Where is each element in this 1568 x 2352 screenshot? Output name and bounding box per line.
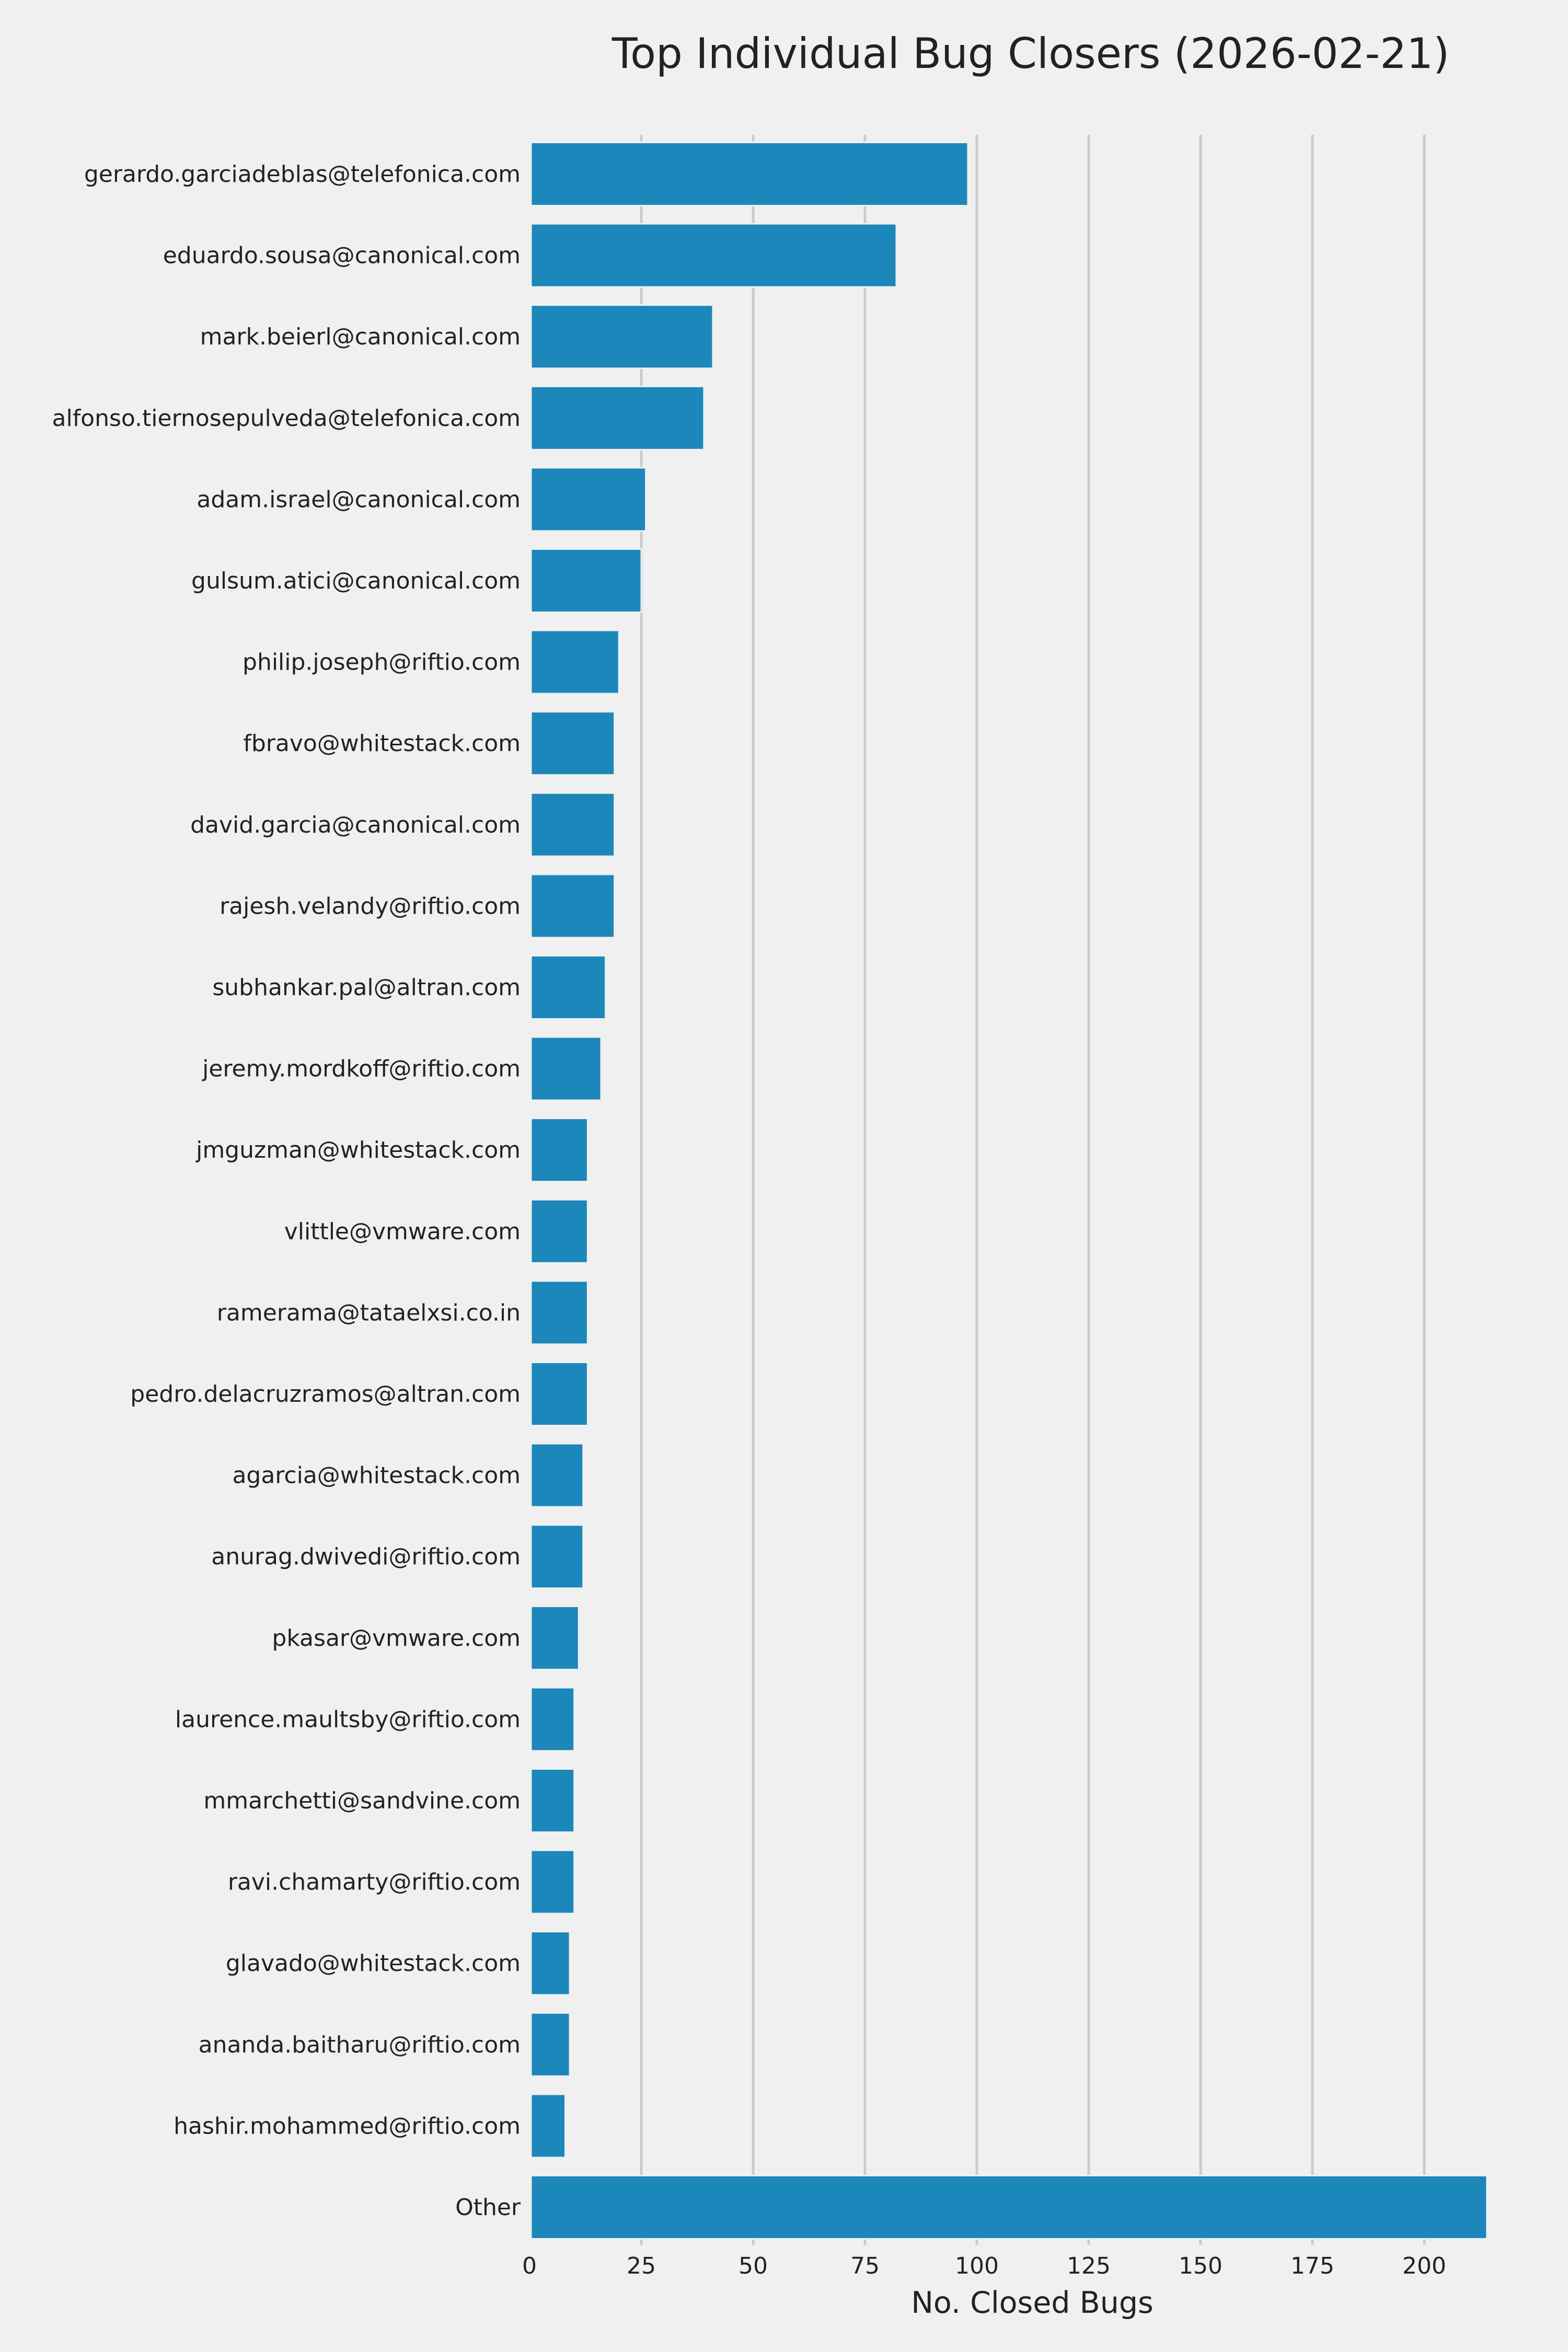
x-tick-label: 50 xyxy=(739,2253,768,2279)
bar xyxy=(530,1117,589,1183)
x-tick-label: 200 xyxy=(1402,2253,1446,2279)
x-tick-label: 175 xyxy=(1290,2253,1334,2279)
x-tick-label: 25 xyxy=(627,2253,656,2279)
bar xyxy=(530,1524,584,1589)
bar xyxy=(530,1931,571,1996)
bar xyxy=(530,1768,575,1833)
x-tick-label: 100 xyxy=(955,2253,999,2279)
y-tick-label: ramerama@tataelxsi.co.in xyxy=(217,1299,521,1326)
y-tick-label: Other xyxy=(455,2194,521,2221)
bar xyxy=(530,792,616,857)
y-tick-label: glavado@whitestack.com xyxy=(226,1950,521,1977)
y-tick-label: ananda.baitharu@riftio.com xyxy=(199,2032,521,2058)
bar xyxy=(530,1280,589,1345)
bar xyxy=(530,711,616,776)
y-tick-label: agarcia@whitestack.com xyxy=(232,1462,521,1489)
x-tick-label: 150 xyxy=(1179,2253,1223,2279)
bar xyxy=(530,1362,589,1426)
y-tick-label: jeremy.mordkoff@riftio.com xyxy=(202,1056,521,1082)
y-tick-label: anurag.dwivedi@riftio.com xyxy=(211,1543,521,1570)
y-tick-label: mark.beierl@canonical.com xyxy=(200,324,521,350)
x-tick-label: 125 xyxy=(1067,2253,1111,2279)
y-tick-label: fbravo@whitestack.com xyxy=(243,730,521,757)
x-axis-label: No. Closed Bugs xyxy=(911,2286,1153,2320)
bar xyxy=(530,2093,566,2159)
bar xyxy=(530,1605,580,1670)
y-tick-label: pkasar@vmware.com xyxy=(272,1625,521,1652)
y-tick-label: david.garcia@canonical.com xyxy=(190,812,521,838)
y-tick-label: laurence.maultsby@riftio.com xyxy=(175,1706,521,1733)
x-tick-label: 75 xyxy=(850,2253,880,2279)
bar xyxy=(530,873,616,939)
bar xyxy=(530,2175,1488,2240)
bar xyxy=(530,1687,575,1752)
y-tick-label: vlittle@vmware.com xyxy=(284,1218,521,1245)
bar xyxy=(530,1849,575,1915)
y-tick-label: ravi.chamarty@riftio.com xyxy=(228,1869,521,1896)
y-tick-label: gerardo.garciadeblas@telefonica.com xyxy=(84,161,521,188)
bar xyxy=(530,1198,589,1264)
y-tick-label: alfonso.tiernosepulveda@telefonica.com xyxy=(52,405,521,432)
x-tick-label: 0 xyxy=(522,2253,537,2279)
bar xyxy=(530,304,714,370)
y-tick-label: philip.joseph@riftio.com xyxy=(243,649,521,676)
x-tick-labels: 0 25 50 75 100 125 150 175 200 xyxy=(522,2253,1446,2279)
y-tick-label: rajesh.velandy@riftio.com xyxy=(220,893,521,919)
y-tick-label: adam.israel@canonical.com xyxy=(197,486,521,513)
bar xyxy=(530,142,969,206)
y-tick-label: hashir.mohammed@riftio.com xyxy=(174,2113,521,2139)
y-tick-labels: gerardo.garciadeblas@telefonica.com eduar… xyxy=(52,161,521,2221)
bar xyxy=(530,1443,584,1508)
bar xyxy=(530,548,642,613)
bar xyxy=(530,955,607,1020)
y-tick-label: gulsum.atici@canonical.com xyxy=(191,568,521,594)
y-tick-label: eduardo.sousa@canonical.com xyxy=(163,243,521,269)
bar xyxy=(530,1036,602,1101)
chart-title: Top Individual Bug Closers (2026-02-21) xyxy=(612,29,1450,78)
bars xyxy=(530,142,1488,2240)
bar xyxy=(530,223,897,288)
bar xyxy=(530,385,705,451)
y-tick-label: subhankar.pal@altran.com xyxy=(212,974,521,1001)
bar xyxy=(530,2012,571,2077)
y-tick-label: mmarchetti@sandvine.com xyxy=(203,1788,521,1814)
bar xyxy=(530,629,620,695)
y-tick-label: pedro.delacruzramos@altran.com xyxy=(130,1381,521,1408)
bar xyxy=(530,467,647,532)
gridlines xyxy=(640,135,1426,2245)
y-tick-label: jmguzman@whitestack.com xyxy=(195,1137,521,1163)
